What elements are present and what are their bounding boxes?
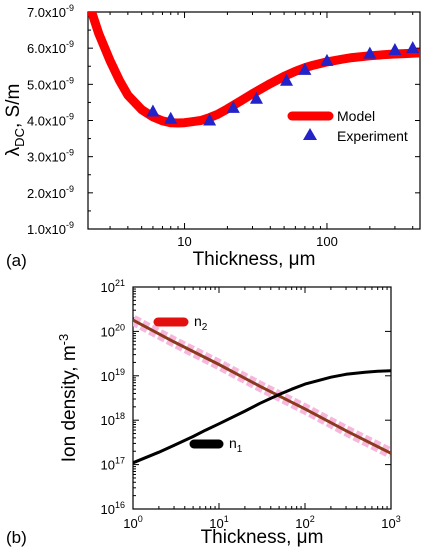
x-tick-label: 100 — [316, 234, 338, 249]
panel-a-tick-labels: 1.0x10-9 2.0x10-9 3.0x10-9 4.0x10-9 5.0x10-9… — [27, 3, 338, 249]
panel-b-ticks — [132, 286, 392, 510]
legend-model-label: Model — [337, 108, 375, 124]
panel-a-y-axis-label: λDC, S/m — [3, 84, 27, 157]
y-tick-label: 1017 — [101, 456, 125, 473]
y-tick-label: 2.0x10-9 — [27, 184, 74, 201]
experiment-point — [363, 46, 377, 59]
panel-b-y-axis-label: Ion density, m-3 — [56, 334, 80, 462]
y-tick-label: 4.0x10-9 — [27, 112, 74, 129]
series-label-n1: n1 — [229, 435, 243, 455]
experiment-point — [146, 104, 160, 117]
panel-a-legend: Model Experiment — [287, 108, 408, 144]
panel-b-label: (b) — [6, 528, 27, 547]
n1-line — [133, 369, 391, 465]
y-tick-label: 1.0x10-9 — [27, 220, 74, 237]
experiment-point — [280, 73, 294, 86]
y-tick-label: 5.0x10-9 — [27, 75, 74, 92]
legend-experiment-label: Experiment — [337, 128, 408, 144]
experiment-point — [203, 113, 217, 126]
y-tick-label: 3.0x10-9 — [27, 148, 74, 165]
experiment-point — [249, 91, 263, 104]
experiment-point — [406, 41, 420, 54]
x-tick-label: 100 — [123, 514, 142, 531]
y-tick-label: 7.0x10-9 — [27, 3, 74, 20]
x-tick-label: 103 — [381, 514, 400, 531]
y-tick-label: 1019 — [101, 367, 125, 384]
panel-b-x-axis-label: Thickness, μm — [201, 527, 324, 548]
x-tick-label: 101 — [209, 514, 228, 531]
model-curve — [88, 12, 420, 128]
experiment-point — [388, 42, 402, 55]
panel-b-plot-frame — [132, 286, 392, 510]
n2-line — [133, 318, 391, 455]
y-tick-label: 1018 — [101, 411, 125, 428]
panel-a-chart: 1.0x10-9 2.0x10-9 3.0x10-9 4.0x10-9 5.0x10-9… — [3, 3, 421, 270]
panel-b-series — [133, 315, 391, 465]
experiment-point — [164, 111, 178, 124]
x-tick-label: 10 — [177, 234, 191, 249]
y-tick-label: 6.0x10-9 — [27, 39, 74, 56]
panel-a-label: (a) — [6, 251, 27, 270]
panel-a-x-axis-label: Thickness, μm — [193, 249, 316, 270]
experiment-point — [226, 100, 240, 113]
y-tick-label: 1021 — [101, 278, 125, 295]
y-tick-label: 1016 — [101, 500, 125, 517]
x-tick-label: 102 — [295, 514, 314, 531]
panel-a-series — [88, 12, 420, 128]
series-label-n2: n2 — [194, 313, 208, 333]
legend-experiment-marker — [303, 128, 317, 140]
experiment-point — [320, 53, 334, 66]
y-tick-label: 1020 — [101, 322, 125, 339]
panel-b-tick-labels: 100 101 102 103 1016 1017 1018 1019 1020 1021 — [101, 278, 401, 531]
experiment-point — [298, 62, 312, 75]
panel-b-series-labels: n2 n1 — [153, 313, 243, 455]
panel-b-chart: 100 101 102 103 1016 1017 1018 1019 1020 1021 n2 … — [6, 278, 401, 548]
